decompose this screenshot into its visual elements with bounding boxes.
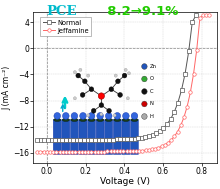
Normal: [101, 139, 103, 141]
Normal: [187, 50, 190, 53]
Jeffamine: [100, 150, 102, 153]
Normal: [173, 111, 176, 113]
Jeffamine: [208, 14, 211, 17]
Jeffamine: [202, 14, 204, 17]
Normal: [184, 72, 186, 75]
Normal: [126, 138, 129, 140]
Normal: [166, 123, 168, 125]
Normal: [148, 135, 150, 137]
Normal: [50, 139, 53, 141]
Normal: [195, 14, 197, 17]
Normal: [104, 139, 107, 141]
Normal: [108, 139, 111, 141]
Normal: [83, 139, 85, 141]
Normal: [119, 138, 121, 141]
Normal: [191, 21, 194, 23]
Normal: [159, 130, 161, 132]
Line: Normal: Normal: [36, 14, 198, 141]
Normal: [97, 139, 100, 141]
Jeffamine: [68, 150, 70, 153]
Jeffamine: [55, 150, 58, 153]
Normal: [72, 139, 75, 141]
Normal: [68, 139, 71, 141]
Jeffamine: [189, 91, 192, 94]
Normal: [180, 89, 183, 91]
Normal: [141, 137, 143, 139]
Normal: [130, 138, 132, 140]
Text: PCE: PCE: [46, 5, 77, 18]
Normal: [162, 127, 165, 129]
Normal: [54, 139, 57, 141]
Line: Jeffamine: Jeffamine: [35, 14, 211, 153]
Normal: [112, 138, 114, 141]
Normal: [57, 139, 60, 141]
Y-axis label: J (mA cm⁻²): J (mA cm⁻²): [3, 65, 12, 110]
Normal: [90, 139, 93, 141]
Normal: [144, 136, 147, 138]
Normal: [169, 118, 172, 120]
Normal: [86, 139, 89, 141]
Jeffamine: [36, 150, 38, 153]
Normal: [115, 138, 118, 141]
Normal: [75, 139, 78, 141]
Normal: [133, 137, 136, 140]
Normal: [79, 139, 82, 141]
Text: 8.2→9.1%: 8.2→9.1%: [98, 5, 179, 18]
Normal: [43, 139, 46, 141]
Normal: [61, 139, 64, 141]
Normal: [151, 134, 154, 136]
Normal: [123, 138, 125, 140]
Legend: Normal, Jeffamine: Normal, Jeffamine: [40, 17, 91, 36]
Normal: [47, 139, 49, 141]
Jeffamine: [77, 150, 80, 153]
Normal: [94, 139, 96, 141]
Jeffamine: [205, 14, 208, 17]
Normal: [137, 137, 139, 139]
Normal: [65, 139, 67, 141]
X-axis label: Voltage (V): Voltage (V): [100, 177, 150, 186]
Normal: [177, 101, 179, 104]
Normal: [40, 139, 42, 141]
Normal: [36, 139, 38, 141]
Normal: [155, 132, 158, 134]
